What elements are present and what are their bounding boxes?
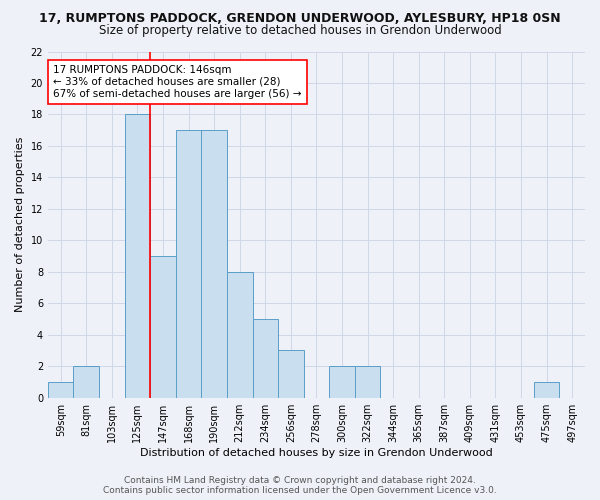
Bar — [278, 350, 304, 398]
Bar — [355, 366, 380, 398]
Bar — [253, 319, 278, 398]
Bar — [150, 256, 176, 398]
Bar — [176, 130, 202, 398]
Bar — [73, 366, 99, 398]
Text: 17, RUMPTONS PADDOCK, GRENDON UNDERWOOD, AYLESBURY, HP18 0SN: 17, RUMPTONS PADDOCK, GRENDON UNDERWOOD,… — [39, 12, 561, 26]
Bar — [329, 366, 355, 398]
Y-axis label: Number of detached properties: Number of detached properties — [15, 137, 25, 312]
X-axis label: Distribution of detached houses by size in Grendon Underwood: Distribution of detached houses by size … — [140, 448, 493, 458]
Bar — [48, 382, 73, 398]
Text: Size of property relative to detached houses in Grendon Underwood: Size of property relative to detached ho… — [98, 24, 502, 37]
Text: 17 RUMPTONS PADDOCK: 146sqm
← 33% of detached houses are smaller (28)
67% of sem: 17 RUMPTONS PADDOCK: 146sqm ← 33% of det… — [53, 66, 302, 98]
Bar — [534, 382, 559, 398]
Bar — [125, 114, 150, 398]
Text: Contains HM Land Registry data © Crown copyright and database right 2024.
Contai: Contains HM Land Registry data © Crown c… — [103, 476, 497, 495]
Bar — [227, 272, 253, 398]
Bar — [202, 130, 227, 398]
